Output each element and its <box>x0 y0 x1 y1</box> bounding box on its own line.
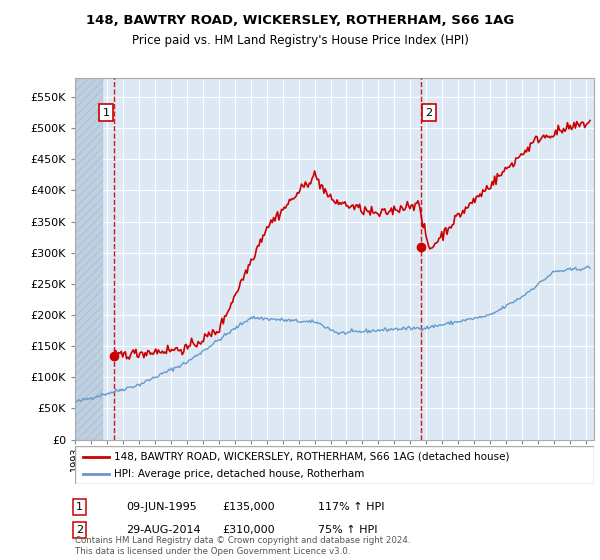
Text: 2: 2 <box>76 525 83 535</box>
Text: 75% ↑ HPI: 75% ↑ HPI <box>318 525 377 535</box>
Text: 148, BAWTRY ROAD, WICKERSLEY, ROTHERHAM, S66 1AG (detached house): 148, BAWTRY ROAD, WICKERSLEY, ROTHERHAM,… <box>114 451 509 461</box>
Text: 148, BAWTRY ROAD, WICKERSLEY, ROTHERHAM, S66 1AG: 148, BAWTRY ROAD, WICKERSLEY, ROTHERHAM,… <box>86 14 514 27</box>
Text: £135,000: £135,000 <box>222 502 275 512</box>
Text: 2: 2 <box>425 108 432 118</box>
Text: HPI: Average price, detached house, Rotherham: HPI: Average price, detached house, Roth… <box>114 469 364 479</box>
Text: £310,000: £310,000 <box>222 525 275 535</box>
Text: Price paid vs. HM Land Registry's House Price Index (HPI): Price paid vs. HM Land Registry's House … <box>131 34 469 46</box>
Text: 29-AUG-2014: 29-AUG-2014 <box>126 525 200 535</box>
Text: 1: 1 <box>76 502 83 512</box>
Text: 09-JUN-1995: 09-JUN-1995 <box>126 502 197 512</box>
Text: Contains HM Land Registry data © Crown copyright and database right 2024.
This d: Contains HM Land Registry data © Crown c… <box>75 536 410 556</box>
Text: 1: 1 <box>103 108 109 118</box>
Bar <box>75 78 103 440</box>
Text: 117% ↑ HPI: 117% ↑ HPI <box>318 502 385 512</box>
